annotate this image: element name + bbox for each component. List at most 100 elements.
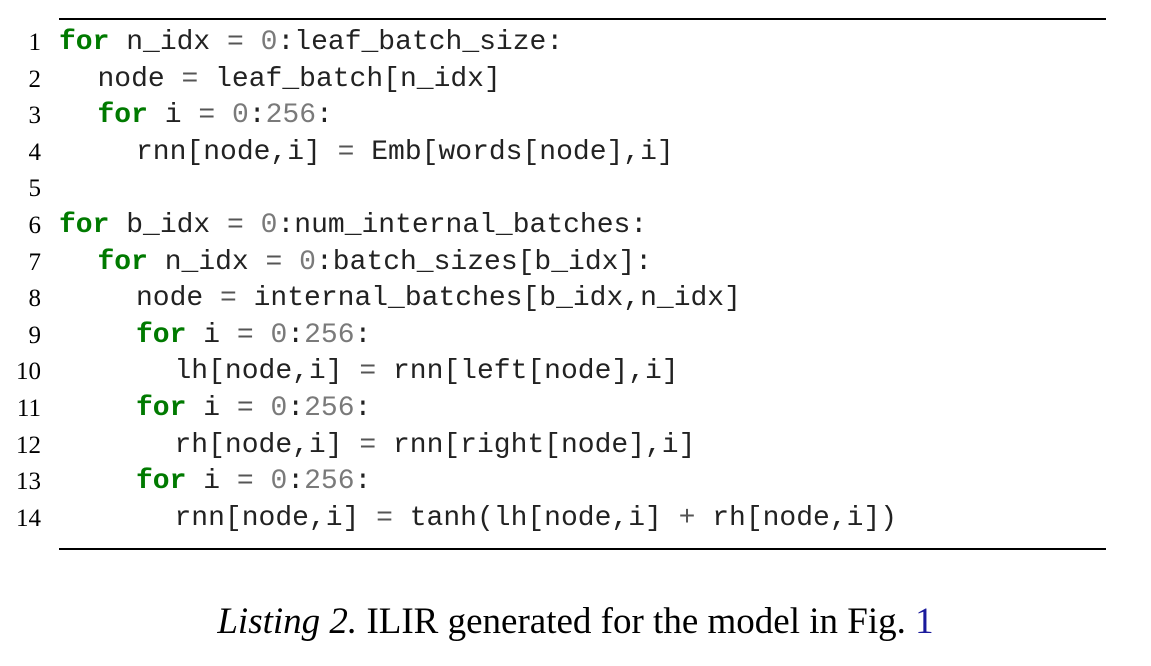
code-token: n_idx — [109, 27, 228, 58]
code-line: 9 for i = 0:256: — [0, 318, 1151, 354]
code-token: = — [220, 283, 237, 315]
line-number: 7 — [28, 248, 42, 276]
code-text: for i = 0:256: — [136, 464, 371, 500]
code-token — [215, 100, 232, 131]
code-line: 4 rnn[node,i] = Emb[words[node],i] — [0, 135, 1151, 171]
code-token: : — [248, 100, 266, 132]
code-text: for n_idx = 0:leaf_batch_size: — [59, 25, 563, 61]
line-number: 4 — [28, 138, 42, 166]
code-token: = — [227, 210, 244, 241]
code-token — [244, 27, 261, 58]
code-text: for i = 0:256: — [136, 318, 371, 354]
line-number: 1 — [28, 29, 42, 56]
code-token: rnn[right[node],i] — [376, 429, 696, 461]
code-text: lh[node,i] = rnn[left[node],i] — [175, 354, 679, 390]
code-number: 0 — [270, 393, 288, 424]
code-line: 1 for n_idx = 0:leaf_batch_size: — [0, 25, 1151, 61]
code-token: = — [236, 319, 254, 351]
code-token — [244, 210, 261, 241]
top-rule — [59, 18, 1106, 20]
code-token: node — [136, 283, 221, 315]
code-text: for n_idx = 0:batch_sizes[b_idx]: — [98, 245, 653, 281]
code-token: = — [265, 246, 283, 278]
code-token: + — [678, 502, 696, 534]
code-token: = — [227, 27, 244, 58]
code-line: 13 for i = 0:256: — [0, 464, 1151, 500]
code-token: :leaf_batch_size: — [277, 27, 564, 58]
code-keyword: for — [136, 466, 187, 498]
code-line: 2 node = leaf_batch[n_idx] — [0, 62, 1151, 98]
code-line: 10 lh[node,i] = rnn[left[node],i] — [0, 354, 1151, 390]
line-number: 12 — [16, 431, 41, 459]
line-number: 8 — [28, 285, 42, 313]
line-number: 11 — [16, 395, 41, 422]
caption-text: ILIR generated for the model in Fig. — [357, 601, 916, 642]
figure-reference-link[interactable]: 1 — [915, 601, 934, 642]
code-token: = — [236, 466, 254, 498]
code-token: rh[node,i] — [174, 429, 360, 461]
code-token: :batch_sizes[b_idx]: — [315, 246, 653, 278]
code-number: 256 — [304, 393, 355, 424]
code-token: = — [236, 393, 254, 424]
code-text: rnn[node,i] = Emb[words[node],i] — [136, 135, 674, 171]
code-number: 0 — [270, 319, 288, 351]
code-token — [254, 320, 271, 351]
code-token — [254, 393, 271, 424]
code-line: 7 for n_idx = 0:batch_sizes[b_idx]: — [0, 245, 1151, 281]
line-number: 14 — [16, 504, 41, 532]
code-token: i — [186, 393, 237, 424]
code-number: 256 — [304, 319, 355, 351]
code-token: rnn[left[node],i] — [376, 356, 679, 388]
code-text: node = internal_batches[b_idx,n_idx] — [136, 281, 741, 317]
code-token: i — [186, 466, 237, 498]
code-number: 0 — [231, 100, 249, 132]
code-text: rnn[node,i] = tanh(lh[node,i] + rh[node,… — [175, 501, 898, 537]
code-token: i — [186, 319, 237, 351]
code-keyword: for — [97, 246, 148, 278]
code-line: 5 — [0, 171, 1151, 207]
code-token: = — [198, 100, 216, 132]
code-token: : — [287, 319, 305, 351]
code-token: leaf_batch[n_idx] — [198, 63, 501, 95]
code-number: 0 — [270, 466, 288, 498]
listing-caption: Listing 2. ILIR generated for the model … — [0, 598, 1151, 646]
line-number: 5 — [28, 175, 42, 203]
code-number: 0 — [260, 210, 278, 241]
code-text: for b_idx = 0:num_internal_batches: — [59, 208, 647, 244]
code-token: :num_internal_batches: — [277, 210, 648, 241]
code-token: : — [354, 466, 372, 498]
code-keyword: for — [136, 393, 187, 424]
line-number: 13 — [16, 468, 41, 496]
code-token: = — [181, 63, 199, 95]
code-token: node — [97, 63, 182, 95]
code-line: 3 for i = 0:256: — [0, 98, 1151, 134]
code-token: b_idx — [109, 210, 228, 241]
code-token — [282, 247, 299, 278]
code-token: lh[node,i] — [174, 356, 360, 388]
line-number: 2 — [28, 65, 42, 93]
code-token — [254, 466, 271, 497]
code-token: = — [359, 429, 377, 461]
line-number: 9 — [28, 321, 42, 349]
code-number: 0 — [299, 246, 316, 278]
code-token: = — [337, 136, 355, 168]
bottom-rule — [59, 548, 1106, 550]
code-line: 14 rnn[node,i] = tanh(lh[node,i] + rh[nod… — [0, 501, 1151, 537]
code-token: i — [147, 100, 199, 132]
code-token: n_idx — [147, 246, 266, 278]
caption-label: Listing 2. — [217, 601, 358, 642]
code-text: rh[node,i] = rnn[right[node],i] — [175, 428, 696, 464]
code-token: = — [376, 502, 393, 534]
code-keyword: for — [59, 27, 110, 58]
code-number: 256 — [304, 466, 355, 498]
code-text: for i = 0:256: — [98, 98, 333, 134]
code-token: Emb[words[node],i] — [354, 136, 674, 168]
line-number: 10 — [16, 358, 41, 386]
code-keyword: for — [97, 100, 148, 132]
code-number: 256 — [265, 100, 317, 132]
code-token: rnn[node,i] — [136, 136, 338, 168]
code-token: = — [359, 356, 377, 388]
code-line: 8 node = internal_batches[b_idx,n_idx] — [0, 281, 1151, 317]
code-token: tanh(lh[node,i] — [392, 502, 679, 534]
line-number: 6 — [28, 212, 42, 239]
